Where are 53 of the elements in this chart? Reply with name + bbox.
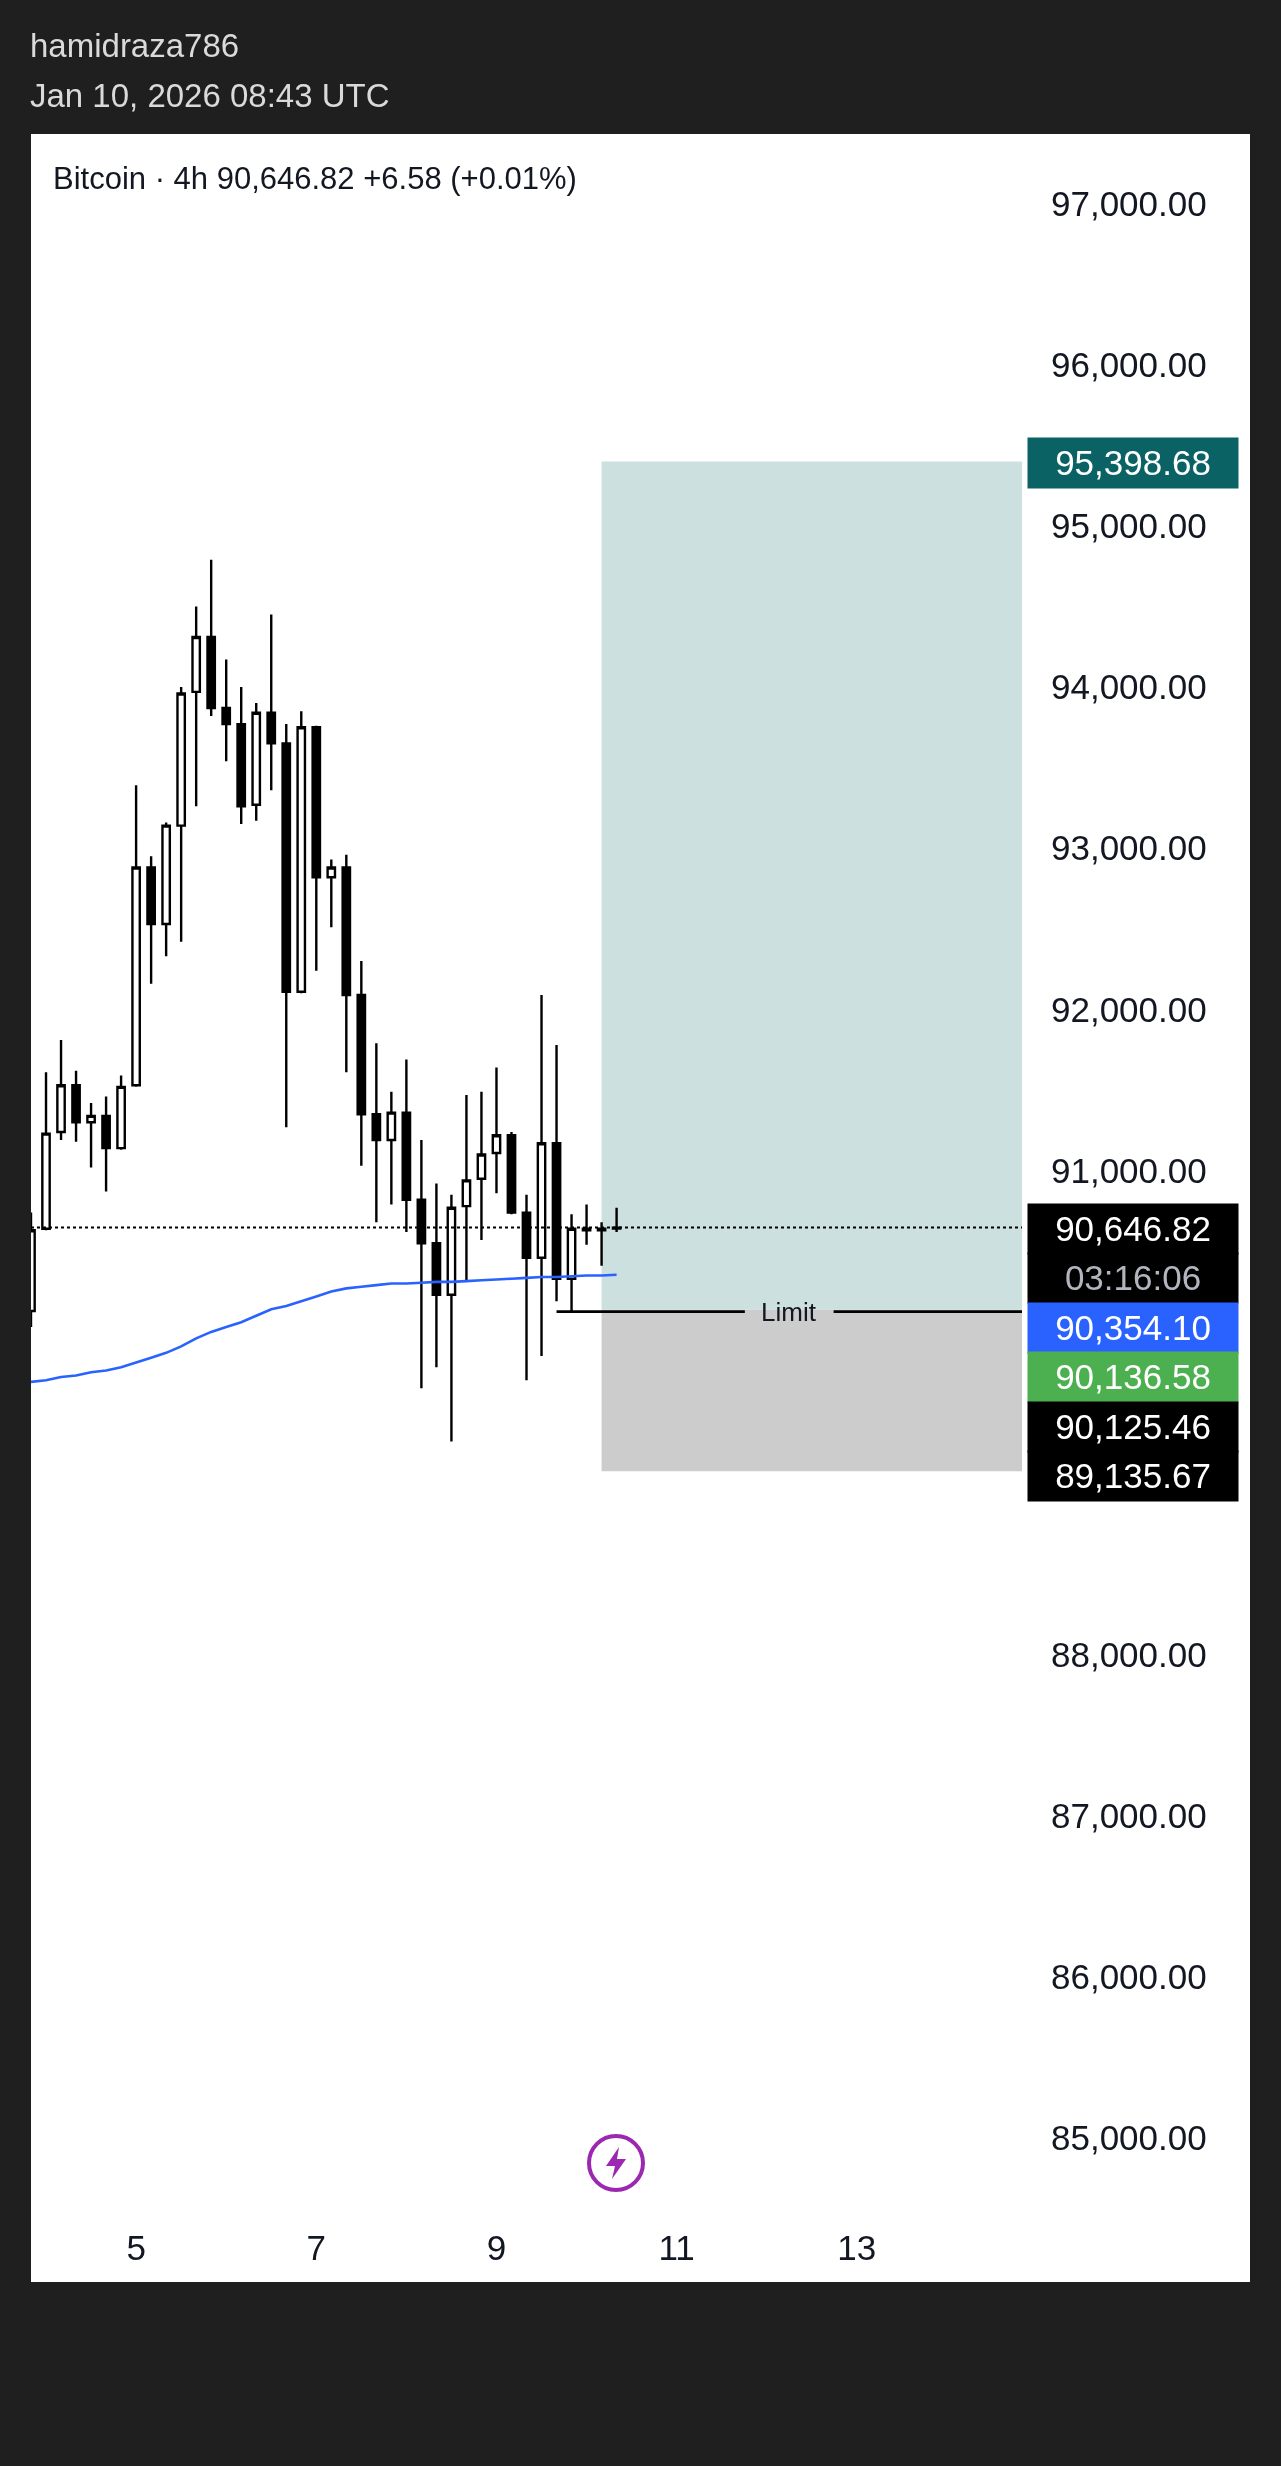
candlestick bbox=[251, 701, 262, 823]
x-tick-label: 5 bbox=[126, 2228, 146, 2267]
candlestick bbox=[281, 722, 292, 1129]
candlestick bbox=[371, 1042, 382, 1224]
y-tick-label: 91,000.00 bbox=[1051, 1150, 1207, 1190]
line-series bbox=[31, 1273, 618, 1384]
candlestick bbox=[296, 709, 307, 995]
candlestick bbox=[341, 853, 352, 1074]
y-tick-label: 93,000.00 bbox=[1051, 828, 1207, 868]
annotation: 90,646.82 bbox=[1055, 1209, 1211, 1249]
candlestick bbox=[206, 558, 217, 718]
annotation: 03:16:06 bbox=[1064, 1258, 1202, 1298]
y-tick-label: 86,000.00 bbox=[1051, 1957, 1207, 1997]
y-tick-label: 97,000.00 bbox=[1051, 183, 1207, 223]
y-tick-label: 88,000.00 bbox=[1051, 1634, 1207, 1674]
y-tick-label: 95,000.00 bbox=[1051, 506, 1207, 546]
annotation: 89,135.67 bbox=[1055, 1456, 1211, 1496]
y-tick-label: 92,000.00 bbox=[1051, 989, 1207, 1029]
annotation: 90,354.10 bbox=[1055, 1308, 1211, 1348]
text: Jan 10, 2026 08:43 UTC bbox=[30, 76, 390, 116]
annotation: 90,136.58 bbox=[1055, 1357, 1211, 1397]
x-tick-label: 11 bbox=[658, 2228, 695, 2267]
y-tick-label: 96,000.00 bbox=[1051, 344, 1207, 384]
candlestick bbox=[386, 1090, 397, 1206]
candlestick bbox=[176, 685, 187, 943]
ref-line-label: Limit bbox=[761, 1297, 817, 1327]
annotation: 95,398.68 bbox=[1055, 443, 1211, 483]
candlestick bbox=[191, 605, 202, 808]
candlestick bbox=[356, 959, 367, 1168]
candlestick bbox=[101, 1095, 111, 1193]
candlestick bbox=[56, 1038, 66, 1142]
candlestick bbox=[86, 1101, 96, 1169]
text: hamidraza786 bbox=[30, 26, 240, 66]
candlestick bbox=[116, 1074, 126, 1151]
y-tick-label: 94,000.00 bbox=[1051, 667, 1207, 707]
candlestick bbox=[131, 784, 141, 1089]
candlestick bbox=[161, 821, 172, 958]
candlestick bbox=[311, 724, 322, 972]
candlestick bbox=[146, 855, 156, 985]
text: Bitcoin · 4h 90,646.82 +6.58 (+0.01%) bbox=[53, 160, 577, 196]
y-tick-label: 87,000.00 bbox=[1051, 1795, 1207, 1835]
annotation: 90,125.46 bbox=[1055, 1407, 1211, 1447]
candlestick bbox=[326, 858, 337, 929]
candlestick bbox=[236, 685, 247, 826]
candlestick bbox=[71, 1069, 81, 1143]
candlestick bbox=[266, 613, 277, 792]
candlestick bbox=[506, 1130, 517, 1216]
x-tick-label: 9 bbox=[486, 2228, 507, 2267]
candlestick bbox=[491, 1066, 502, 1195]
y-tick-label: 85,000.00 bbox=[1051, 2118, 1207, 2158]
x-tick-label: 13 bbox=[837, 2228, 877, 2267]
candlestick bbox=[221, 658, 232, 763]
x-tick-label: 7 bbox=[306, 2228, 327, 2267]
